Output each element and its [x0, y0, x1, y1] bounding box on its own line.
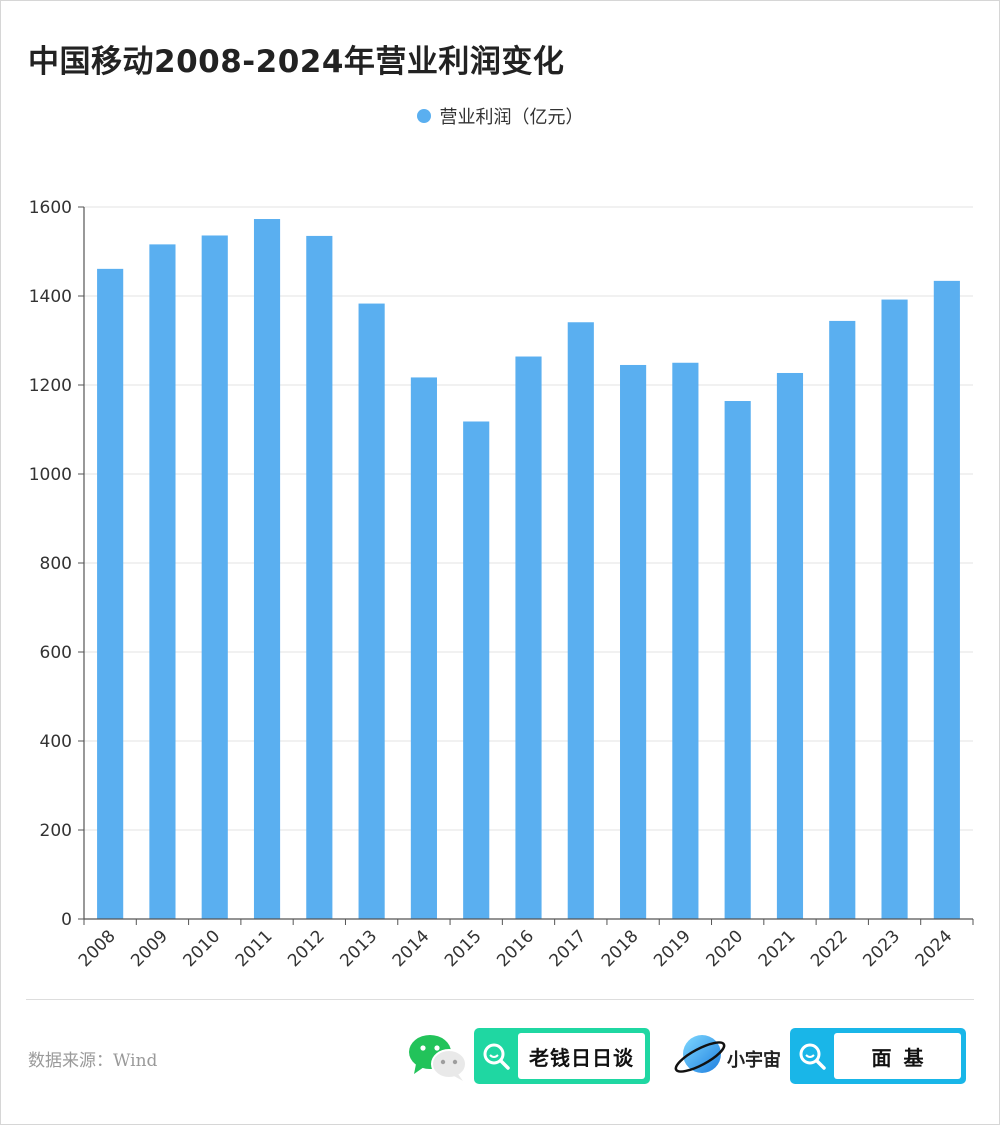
y-tick-label: 0: [61, 910, 72, 930]
bar-2021: [776, 372, 804, 919]
x-tick-label: 2011: [232, 926, 277, 971]
bar-2017: [567, 322, 594, 919]
x-tick-label: 2019: [650, 926, 695, 971]
search-icon: [790, 1028, 834, 1084]
y-tick-label: 1400: [29, 287, 72, 307]
x-tick-label: 2014: [389, 926, 434, 971]
x-tick-label: 2012: [284, 926, 329, 971]
brand-xiaoyuzhou: 小宇宙: [727, 1050, 781, 1071]
x-tick-label: 2009: [127, 926, 172, 971]
y-tick-label: 200: [40, 821, 72, 841]
bar-2016: [515, 356, 542, 919]
axes: [78, 206, 974, 925]
x-tick-label: 2021: [755, 926, 800, 971]
x-tick-label: 2013: [336, 926, 381, 971]
bar-2012: [306, 235, 333, 920]
legend-label: 营业利润（亿元）: [439, 107, 584, 128]
x-tick-label: 2017: [546, 926, 591, 971]
x-tick-label: 2023: [859, 926, 904, 971]
data-source: 数据来源：Wind: [28, 1051, 158, 1071]
bar-2022: [829, 320, 856, 919]
badge-laoqian[interactable]: 老钱日日谈: [474, 1028, 650, 1084]
bar-2009: [149, 244, 176, 919]
bars: [97, 219, 960, 920]
bar-2020: [724, 401, 751, 919]
x-tick-label: 2016: [493, 926, 538, 971]
x-tick-label: 2018: [598, 926, 643, 971]
chart-title: 中国移动2008-2024年营业利润变化: [28, 44, 565, 80]
bar-2019: [672, 362, 699, 919]
y-tick-label: 1200: [29, 376, 72, 396]
x-tick-label: 2010: [180, 926, 225, 971]
bar-2018: [620, 364, 647, 920]
x-tick-label: 2024: [912, 926, 957, 971]
badge-1-label: 老钱日日谈: [518, 1033, 645, 1079]
y-tick-label: 600: [40, 643, 72, 663]
bar-2023: [881, 299, 908, 919]
x-tick-label: 2022: [807, 926, 852, 971]
bar-2014: [410, 377, 437, 919]
bar-2013: [358, 303, 385, 919]
wechat-icon: [409, 1035, 467, 1081]
badge-2-label: 面基: [834, 1033, 961, 1079]
y-tick-label: 400: [40, 732, 72, 752]
y-tick-label: 1600: [29, 198, 72, 218]
bar-2015: [463, 421, 490, 919]
bar-2010: [201, 235, 228, 920]
bar-2024: [933, 280, 960, 919]
x-tick-label: 2020: [702, 926, 747, 971]
x-tick-label: 2015: [441, 926, 486, 971]
y-tick-label: 1000: [29, 465, 72, 485]
footer-divider: [26, 999, 974, 1000]
y-tick-label: 800: [40, 554, 72, 574]
legend: 营业利润（亿元）: [0, 103, 1000, 129]
bar-2008: [97, 268, 124, 920]
badge-mianji[interactable]: 面基: [790, 1028, 966, 1084]
legend-swatch: [416, 109, 431, 123]
search-icon: [474, 1028, 518, 1084]
planet-icon: [674, 1035, 726, 1073]
x-tick-label: 2008: [75, 926, 120, 971]
bar-2011: [253, 219, 281, 919]
